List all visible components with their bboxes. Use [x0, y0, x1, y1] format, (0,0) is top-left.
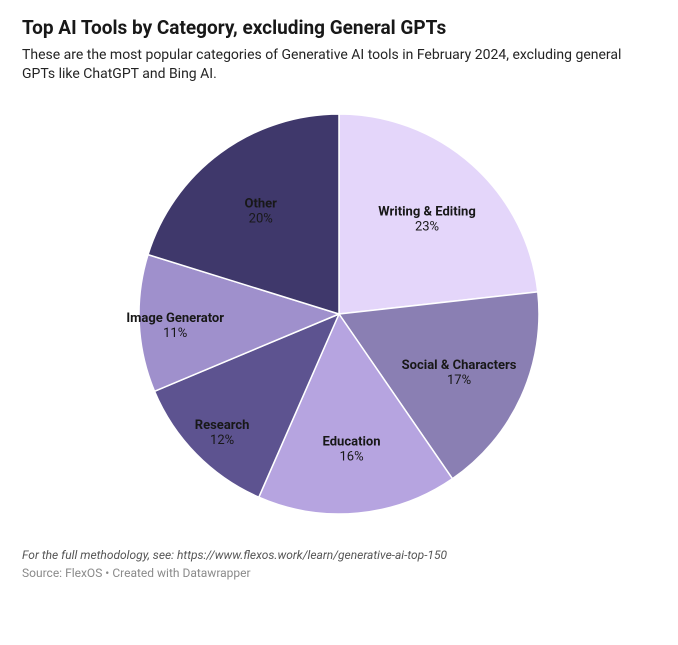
pie-svg: Writing & Editing23%Social & Characters1… — [79, 84, 599, 544]
chart-title: Top AI Tools by Category, excluding Gene… — [22, 16, 656, 40]
methodology-note: For the full methodology, see: https://w… — [22, 548, 656, 562]
source-line: Source: FlexOS • Created with Datawrappe… — [22, 566, 656, 580]
chart-subtitle: These are the most popular categories of… — [22, 46, 656, 84]
pie-chart: Writing & Editing23%Social & Characters1… — [22, 84, 656, 544]
figure-container: Top AI Tools by Category, excluding Gene… — [0, 0, 678, 645]
slice-label: Other20% — [245, 196, 278, 226]
